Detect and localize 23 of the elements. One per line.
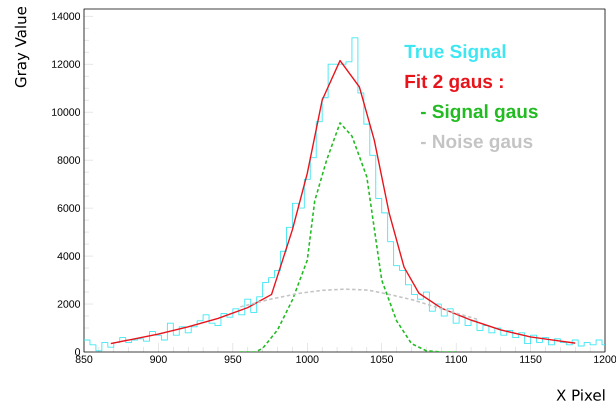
y-tick-label: 8000 [58,156,80,164]
text: - Signal gaus [420,104,538,122]
x-axis-title: X Pixel [556,389,604,401]
text: - Noise gaus [420,134,532,152]
x-tick-label: 850 [76,356,92,363]
text: Fit 2 gaus : [405,74,503,92]
y-axis-title: Gray Value [14,6,30,88]
x-tick-label: 1150 [520,356,542,363]
y-tick-label: 0 [75,348,80,356]
x-tick-label: 1050 [370,356,393,363]
x-tick-label: 1200 [594,356,616,363]
x-tick-label: 950 [224,356,242,363]
line-series [240,288,480,320]
y-tick-label: 14000 [52,12,80,20]
x-tick-label: 900 [150,356,167,363]
x-tick-label: 1000 [296,356,319,363]
x-tick-label: 1100 [446,356,468,363]
y-tick-label: 6000 [58,204,80,212]
y-tick-label: 12000 [52,60,80,68]
text: True Signal [404,44,506,62]
y-tick-label: 2000 [58,300,80,308]
y-tick-label: 10000 [52,108,80,116]
y-tick-label: 4000 [57,252,80,260]
